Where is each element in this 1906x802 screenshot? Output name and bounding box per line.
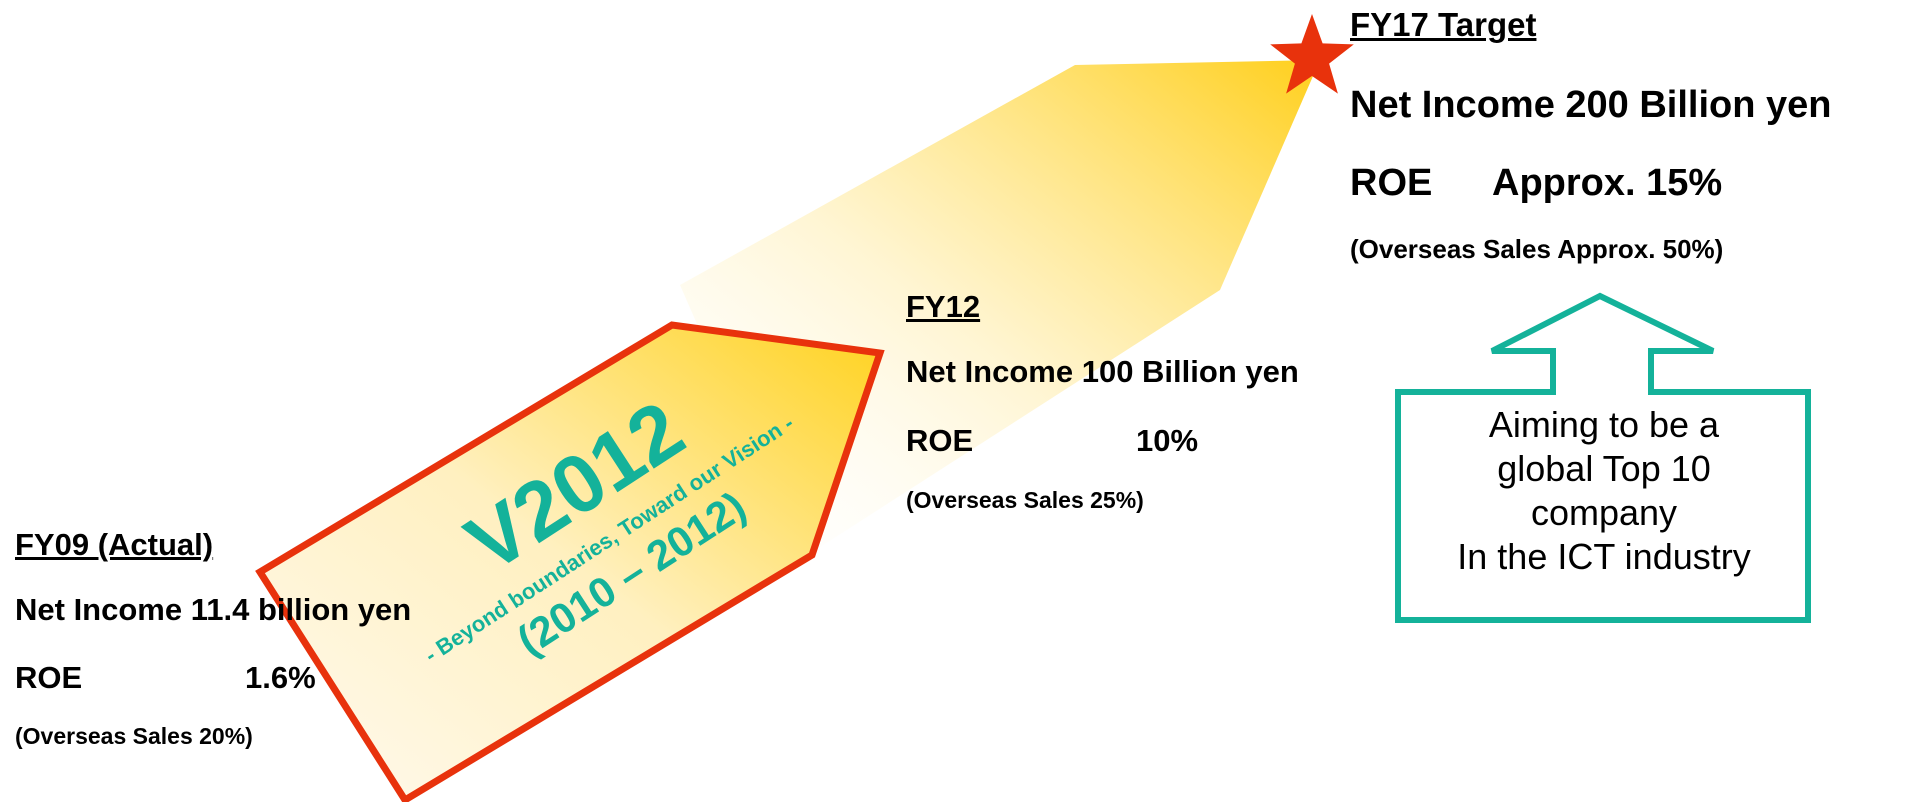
- fy17-heading: FY17 Target: [1350, 6, 1537, 43]
- callout-line-1: Aiming to be a: [1488, 404, 1720, 445]
- fy17-roe-value: Approx. 15%: [1492, 162, 1723, 204]
- up-arrow-callout: [1395, 292, 1811, 623]
- fy12-overseas-sales: (Overseas Sales 25%): [906, 487, 1144, 513]
- fy12-roe-label: ROE: [906, 423, 974, 458]
- fy09-roe-label: ROE: [15, 660, 83, 695]
- callout-text: Aiming to be a global Top 10 company In …: [1396, 403, 1812, 579]
- fy09-roe-value: 1.6%: [245, 660, 316, 695]
- fy12-roe-value: 10%: [1136, 423, 1199, 458]
- fy09-overseas-sales: (Overseas Sales 20%): [15, 723, 253, 749]
- fy17-overseas-sales: (Overseas Sales Approx. 50%): [1350, 234, 1724, 264]
- fy17-roe-label: ROE: [1350, 162, 1433, 204]
- fy09-heading: FY09 (Actual): [15, 527, 214, 562]
- callout-line-3: company: [1530, 492, 1678, 533]
- star-icon: [1270, 14, 1354, 94]
- fy17-net-income: Net Income 200 Billion yen: [1350, 84, 1832, 126]
- fy12-net-income: Net Income 100 Billion yen: [906, 354, 1299, 389]
- fy12-heading: FY12: [906, 289, 981, 324]
- v2012-arrow: [255, 321, 885, 802]
- fy09-net-income: Net Income 11.4 billion yen: [15, 592, 412, 627]
- callout-line-2: global Top 10: [1497, 448, 1711, 489]
- callout-line-4: In the ICT industry: [1457, 536, 1751, 577]
